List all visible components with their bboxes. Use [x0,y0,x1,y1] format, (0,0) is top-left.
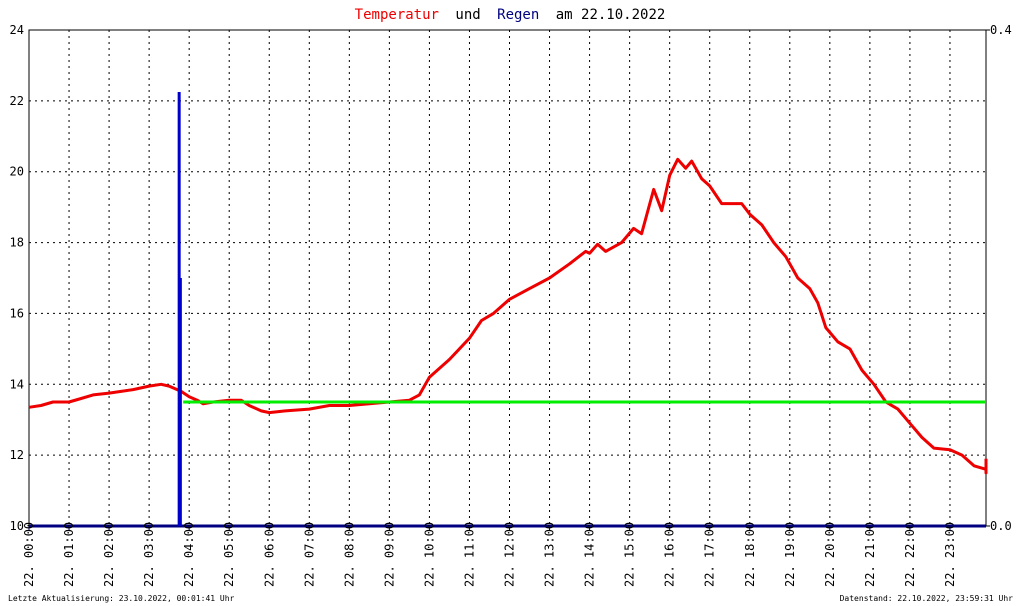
x-tick-label: 22. 15:00 [623,522,637,587]
y-left-tick-label: 24 [10,23,24,37]
x-tick-label: 22. 13:00 [543,522,557,587]
x-tick-label: 22. 04:00 [182,522,196,587]
plot-frame [28,29,987,527]
x-tick-label: 22. 20:00 [823,522,837,587]
axis-layer [28,29,990,530]
x-tick-label: 22. 19:00 [783,522,797,587]
chart-title: Temperatur und Regen am 22.10.2022 [355,7,666,23]
title-date: am 22.10.2022 [556,7,666,23]
x-tick-label: 22. 07:00 [302,522,316,587]
x-tick-label: 22. 23:00 [943,522,957,587]
x-tick-label: 22. 16:00 [663,522,677,587]
y-left-tick-label: 14 [10,377,24,391]
y-left-tick-label: 16 [10,306,24,320]
footer-last-update: Letzte Aktualisierung: 23.10.2022, 00:01… [8,594,235,603]
y-right-tick-label: 0.4 [990,23,1012,37]
y-left-tick-label: 20 [10,165,24,179]
data-layer [28,92,988,526]
y-left-tick-label: 10 [10,519,24,533]
x-tick-label: 22. 08:00 [342,522,356,587]
grid-layer [28,29,987,527]
x-tick-label: 22. 22:00 [903,522,917,587]
y-right-tick-label: 0.0 [990,519,1012,533]
x-tick-label: 22. 02:00 [102,522,116,587]
footer-data-status: Datenstand: 22.10.2022, 23:59:31 Uhr [840,594,1014,603]
y-left-tick-label: 18 [10,236,24,250]
x-tick-label: 22. 10:00 [422,522,436,587]
temperature-line [28,157,988,475]
x-tick-label: 22. 01:00 [62,522,76,587]
x-tick-label: 22. 17:00 [703,522,717,587]
title-rain: Regen [497,7,539,23]
x-tick-label: 22. 11:00 [462,522,476,587]
label-layer: 10 12 14 16 18 20 22 24 0.0 0.4 22. 00:00 22. 01:00… [10,23,1012,587]
x-tick-label: 22. 05:00 [222,522,236,587]
x-tick-label: 22. 14:00 [583,522,597,587]
title-temperature: Temperatur [355,7,439,23]
x-tick-label: 22. 06:00 [262,522,276,587]
x-tick-label: 22. 00:00 [22,522,36,587]
title-and: und [455,7,480,23]
x-tick-label: 22. 18:00 [743,522,757,587]
x-tick-label: 22. 12:00 [503,522,517,587]
x-tick-label: 22. 03:00 [142,522,156,587]
y-left-tick-label: 12 [10,448,24,462]
x-tick-label: 22. 09:00 [382,522,396,587]
x-tick-label: 22. 21:00 [863,522,877,587]
y-left-tick-label: 22 [10,94,24,108]
